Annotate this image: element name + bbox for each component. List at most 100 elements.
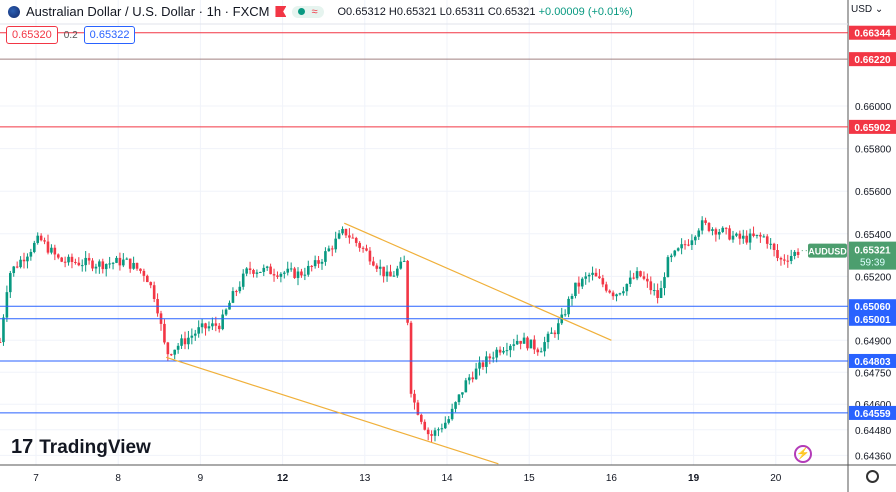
candle-body — [358, 242, 361, 248]
candle-body — [553, 332, 557, 335]
market-open-icon — [298, 8, 306, 15]
aud-flag-icon — [8, 5, 20, 18]
candle-body — [546, 333, 550, 343]
candle-body — [0, 342, 2, 344]
candle-body — [341, 228, 344, 234]
candle-body — [43, 240, 46, 242]
candle-body — [642, 276, 646, 279]
level-label-bg — [849, 353, 896, 368]
candle-body — [533, 339, 536, 350]
candle-body — [306, 265, 310, 275]
candle-body — [426, 429, 430, 435]
y-tick-label: 0.65600 — [855, 187, 892, 198]
candle-body — [779, 258, 783, 260]
candle-body — [611, 292, 615, 297]
candle-body — [389, 271, 392, 277]
last-price-label: 0.65321 — [854, 246, 891, 257]
candle-body — [67, 256, 70, 263]
candle-body — [104, 264, 108, 270]
candle-body — [74, 261, 77, 263]
candle-body — [132, 262, 135, 269]
candle-body — [351, 237, 355, 239]
candle-body — [204, 323, 207, 329]
candle-body — [622, 291, 625, 294]
candle-body — [166, 342, 170, 355]
candle-body — [481, 362, 485, 367]
y-tick-label: 0.64360 — [855, 451, 892, 462]
candle-body — [646, 278, 649, 282]
candle-body — [697, 230, 701, 237]
candle-body — [731, 235, 735, 240]
candle-body — [348, 235, 351, 238]
candle-body — [245, 268, 248, 274]
flag-marker-icon[interactable] — [275, 6, 287, 17]
level-label-bg — [849, 119, 896, 134]
last-price-bg — [849, 241, 896, 270]
candle-body — [796, 251, 800, 255]
market-status[interactable]: ≈ — [292, 5, 324, 18]
candle-body — [279, 273, 283, 277]
countdown-label: 59:39 — [860, 258, 885, 269]
candle-body — [587, 274, 591, 277]
candle-body — [115, 257, 118, 263]
candle-body — [488, 356, 492, 359]
candle-body — [543, 342, 546, 352]
tradingview-logo: 17 TradingView — [11, 436, 151, 458]
candle-body — [416, 402, 420, 415]
candle-body — [224, 309, 228, 315]
candle-body — [485, 356, 488, 367]
candle-body — [615, 294, 618, 297]
candle-body — [563, 314, 567, 316]
candle-body — [163, 323, 166, 343]
candle-body — [26, 256, 29, 262]
candle-body — [769, 243, 772, 245]
candle-body — [94, 266, 98, 269]
candle-body — [361, 247, 365, 249]
candle-body — [221, 314, 224, 330]
symbol-title[interactable]: Australian Dollar / U.S. Dollar · 1h · F… — [26, 4, 270, 19]
candle-body — [372, 261, 375, 266]
candle-body — [502, 350, 505, 353]
candle-body — [495, 349, 498, 358]
candle-body — [714, 229, 718, 235]
candle-body — [450, 408, 454, 420]
y-tick-label: 0.65400 — [855, 230, 892, 241]
currency-select[interactable]: USD ⌄ — [851, 4, 884, 15]
candle-body — [474, 368, 478, 380]
y-tick-label: 0.66000 — [855, 102, 892, 113]
candle-body — [63, 261, 67, 263]
candle-body — [700, 220, 704, 231]
x-tick-label: 8 — [115, 473, 121, 484]
x-tick-label: 19 — [688, 473, 700, 484]
candle-body — [235, 291, 238, 293]
x-tick-label: 9 — [198, 473, 204, 484]
lightning-icon[interactable]: ⚡ — [794, 445, 812, 463]
candle-body — [420, 414, 423, 422]
candle-body — [87, 257, 91, 261]
buy-button[interactable]: 0.65322 — [83, 26, 136, 44]
candle-body — [635, 271, 639, 279]
candle-body — [128, 258, 132, 269]
candle-body — [286, 268, 290, 273]
candle-body — [98, 261, 101, 267]
candle-body — [454, 402, 457, 409]
candle-body — [745, 235, 748, 243]
candle-body — [5, 292, 9, 318]
candle-body — [149, 282, 153, 286]
candle-body — [169, 354, 173, 356]
settings-icon[interactable] — [866, 470, 879, 483]
candle-body — [207, 326, 211, 329]
candle-body — [142, 270, 146, 276]
candle-body — [717, 231, 721, 235]
candle-body — [430, 434, 433, 436]
candle-body — [152, 285, 156, 299]
candle-body — [91, 260, 94, 269]
candle-body — [663, 277, 666, 289]
candle-body — [423, 421, 427, 430]
candle-body — [190, 335, 194, 338]
sell-button[interactable]: 0.65320 — [6, 26, 58, 44]
candle-body — [375, 265, 379, 269]
candle-body — [580, 278, 584, 287]
candle-body — [300, 271, 303, 276]
